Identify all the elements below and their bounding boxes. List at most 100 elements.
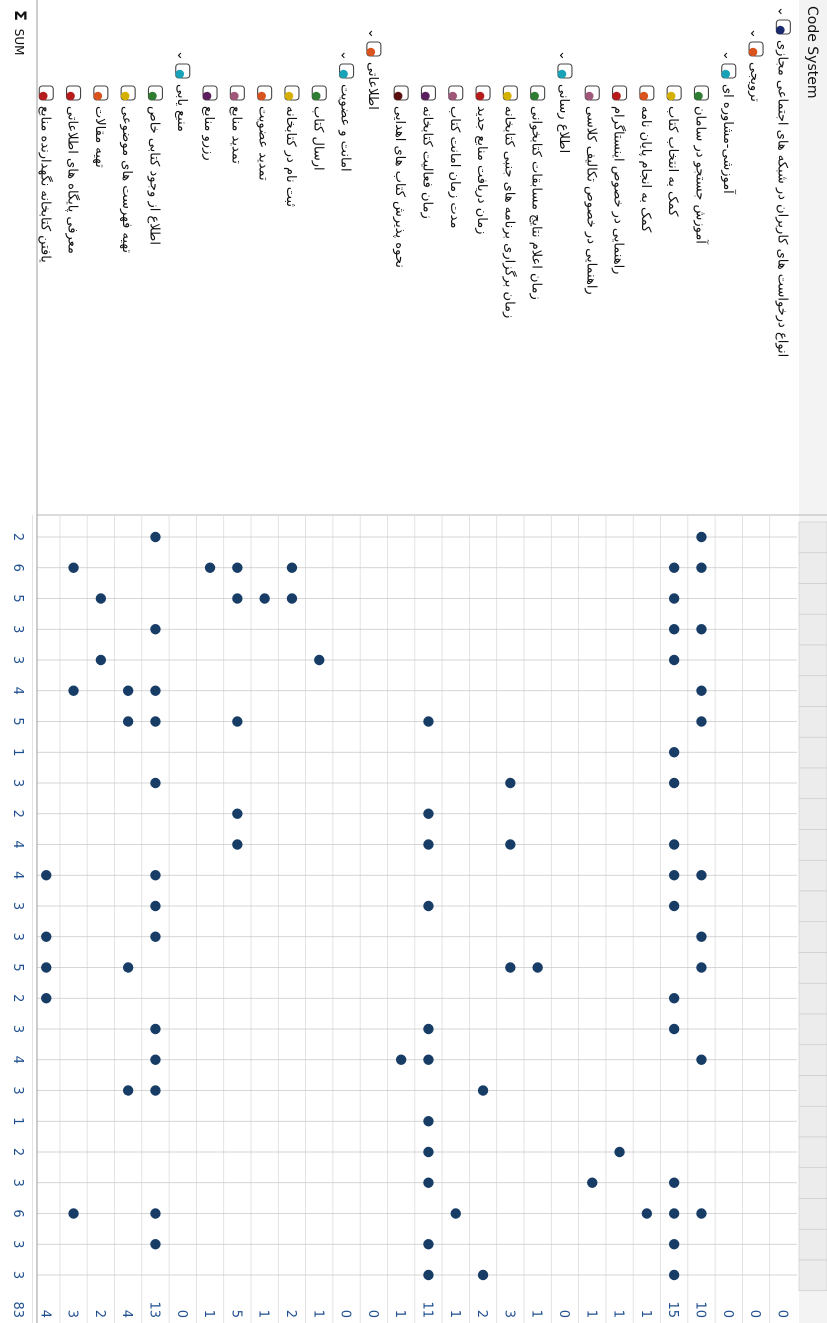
matrix-dot[interactable] (668, 624, 680, 635)
matrix-dot[interactable] (423, 716, 434, 727)
matrix-dot[interactable] (696, 1208, 707, 1219)
code-row[interactable]: ⌄ اطلاع رسانی (556, 50, 573, 153)
matrix-dot[interactable] (423, 1146, 434, 1158)
matrix-dot[interactable] (122, 716, 134, 727)
matrix-dot[interactable] (696, 624, 707, 635)
matrix-dot[interactable] (150, 931, 161, 942)
code-row[interactable]: ⌄ ترویجی (747, 28, 764, 102)
column-header-cell[interactable] (798, 1105, 827, 1138)
code-row[interactable]: تمدید عضویت (256, 85, 273, 181)
matrix-dot[interactable] (696, 531, 707, 543)
matrix-dot[interactable] (668, 839, 680, 850)
code-row[interactable]: یافتن کتابخانه نگهدارنده منابع (37, 85, 54, 263)
matrix-dot[interactable] (150, 1054, 161, 1065)
column-header-cell[interactable] (798, 1013, 827, 1046)
code-row[interactable]: زمان برگزاری برنامه های جنبی کتابخانه (501, 85, 518, 318)
matrix-dot[interactable] (232, 716, 243, 727)
column-header-cell[interactable] (798, 675, 827, 707)
code-row[interactable]: ⌄ امانت و عضویت (338, 50, 355, 172)
column-header-cell[interactable] (798, 921, 827, 953)
matrix-dot[interactable] (95, 593, 107, 604)
matrix-dot[interactable] (150, 870, 161, 881)
code-row[interactable]: زمان فعالیت کتابخانه (419, 85, 437, 219)
matrix-dot[interactable] (668, 777, 680, 789)
column-header-cell[interactable] (798, 1075, 827, 1107)
chevron-down-icon[interactable]: ⌄ (365, 28, 380, 39)
code-row[interactable]: اطلاع از وجود کتابی خاص (146, 85, 164, 245)
matrix-dot[interactable] (41, 931, 52, 942)
code-row[interactable]: ⌄ منبع یابی (174, 50, 191, 132)
column-header-cell[interactable] (798, 1198, 827, 1230)
code-row[interactable]: زمان دریافت منابع جدید (474, 85, 491, 234)
matrix-dot[interactable] (505, 962, 516, 973)
matrix-dot[interactable] (232, 593, 243, 604)
matrix-dot[interactable] (423, 1177, 434, 1188)
matrix-dot[interactable] (232, 839, 243, 850)
matrix-dot[interactable] (668, 1269, 680, 1281)
matrix-dot[interactable] (587, 1177, 598, 1188)
matrix-dot[interactable] (68, 685, 79, 696)
matrix-dot[interactable] (505, 777, 516, 789)
matrix-dot[interactable] (696, 870, 707, 881)
matrix-dot[interactable] (150, 1023, 161, 1035)
matrix-dot[interactable] (668, 747, 680, 758)
matrix-dot[interactable] (668, 870, 680, 881)
matrix-dot[interactable] (668, 1023, 680, 1035)
code-row[interactable]: کمک به انجام پایان نامه (638, 85, 655, 233)
column-header-cell[interactable] (798, 767, 827, 800)
matrix-dot[interactable] (122, 1085, 134, 1096)
code-row[interactable]: رزرو منابع (201, 85, 218, 161)
matrix-dot[interactable] (423, 1239, 434, 1250)
matrix-dot[interactable] (696, 562, 707, 573)
matrix-dot[interactable] (150, 777, 161, 789)
chevron-down-icon[interactable]: ⌄ (174, 50, 189, 61)
matrix-dot[interactable] (150, 716, 161, 727)
matrix-dot[interactable] (668, 593, 680, 604)
column-header-cell[interactable] (798, 1167, 827, 1199)
matrix-dot[interactable] (150, 1208, 161, 1219)
matrix-dot[interactable] (41, 870, 52, 881)
matrix-dot[interactable] (68, 562, 79, 573)
matrix-dot[interactable] (423, 1269, 434, 1281)
column-header-cell[interactable] (798, 1259, 827, 1292)
code-row[interactable]: آموزش جستجو در سامان (692, 85, 709, 245)
matrix-dot[interactable] (395, 1054, 407, 1065)
matrix-dot[interactable] (232, 562, 243, 573)
matrix-dot[interactable] (532, 962, 543, 973)
matrix-dot[interactable] (41, 993, 52, 1004)
matrix-dot[interactable] (668, 900, 680, 912)
matrix-dot[interactable] (668, 1239, 680, 1250)
column-header-cell[interactable] (798, 736, 827, 769)
matrix-dot[interactable] (668, 562, 680, 573)
column-header-cell[interactable] (798, 859, 827, 892)
matrix-dot[interactable] (696, 1054, 707, 1065)
code-row[interactable]: نحوه پذیرش کتاب های اهدایی (392, 85, 409, 268)
matrix-dot[interactable] (150, 1239, 161, 1250)
chevron-down-icon[interactable]: ⌄ (720, 50, 735, 61)
column-header-cell[interactable] (798, 706, 827, 738)
matrix-dot[interactable] (122, 962, 134, 973)
code-row[interactable]: تهیه فهرست های موضوعی (119, 85, 136, 253)
column-header-cell[interactable] (798, 1044, 827, 1076)
code-row[interactable]: ⌄ انواع درخواست های کاربران در شبکه های ا… (774, 6, 791, 357)
matrix-dot[interactable] (122, 685, 134, 696)
code-row[interactable]: تهیه مقالات (92, 85, 109, 168)
matrix-dot[interactable] (286, 562, 298, 573)
column-header-cell[interactable] (798, 829, 827, 861)
matrix-dot[interactable] (150, 685, 161, 696)
matrix-dot[interactable] (204, 562, 216, 573)
code-row[interactable]: ⌄ اطلاعاتی (365, 28, 382, 110)
chevron-down-icon[interactable]: ⌄ (747, 28, 762, 39)
matrix-dot[interactable] (68, 1208, 79, 1219)
column-header-cell[interactable] (798, 1228, 827, 1261)
code-row[interactable]: راهنمایی در خصوص تکالیف کلاسی (583, 85, 600, 295)
column-header-cell[interactable] (798, 982, 827, 1015)
matrix-dot[interactable] (150, 1085, 161, 1096)
matrix-dot[interactable] (668, 1177, 680, 1188)
code-row[interactable]: کمک به انتخاب کتاب (665, 85, 682, 217)
matrix-dot[interactable] (696, 931, 707, 942)
matrix-dot[interactable] (477, 1269, 489, 1281)
matrix-dot[interactable] (423, 1054, 434, 1065)
column-header-cell[interactable] (798, 890, 827, 923)
matrix-dot[interactable] (668, 993, 680, 1004)
